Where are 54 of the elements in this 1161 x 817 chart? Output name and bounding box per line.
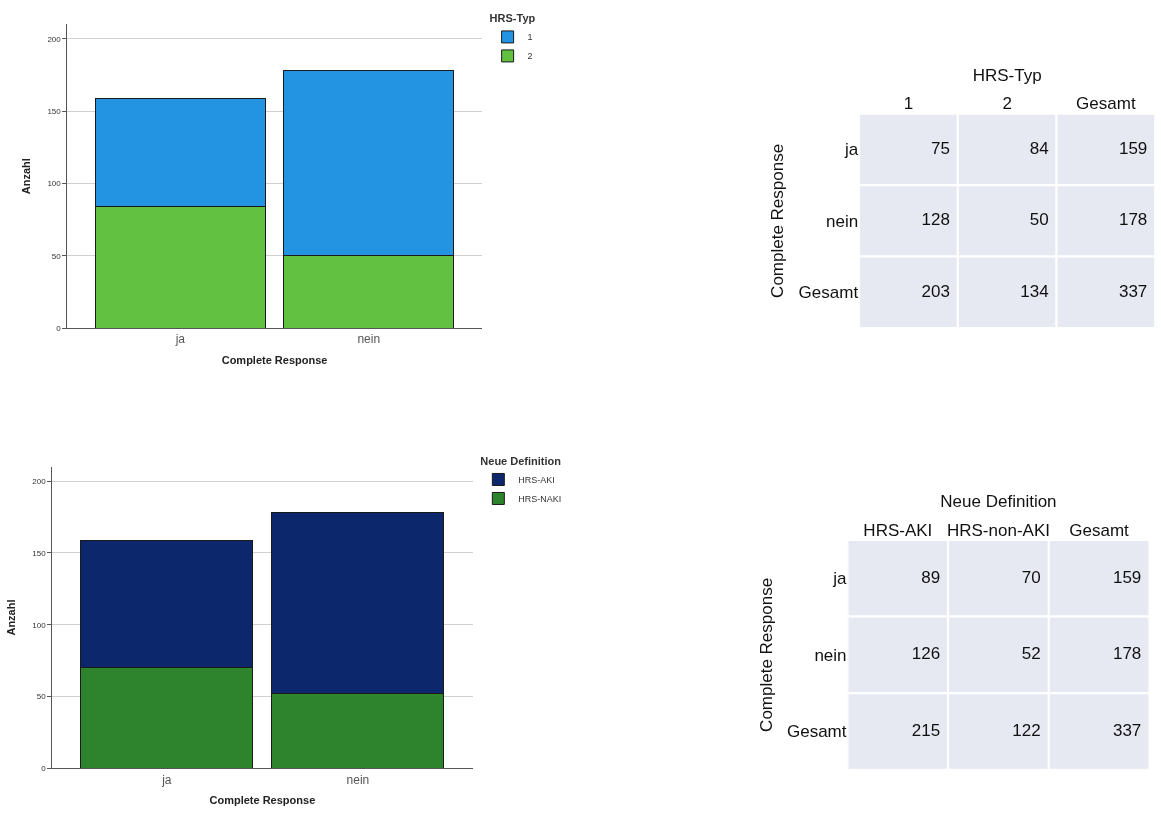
y-tick-label: 0 bbox=[41, 763, 47, 773]
y-axis-title: Anzahl bbox=[4, 599, 17, 636]
y-tick-label: nein bbox=[814, 645, 847, 665]
y-tick-label: 150 bbox=[32, 548, 47, 558]
y-tick-label: 100 bbox=[32, 620, 47, 630]
y-axis-title: Complete Response bbox=[756, 577, 776, 732]
legend-label: HRS-AKI bbox=[518, 474, 555, 485]
data-label: 50 bbox=[1029, 210, 1049, 230]
data-label: 70 bbox=[1021, 567, 1041, 587]
data-label: 159 bbox=[1112, 567, 1142, 587]
legend-label: 1 bbox=[527, 32, 533, 43]
legend-title: Neue Definition bbox=[480, 454, 562, 467]
legend-label: HRS-NAKI bbox=[518, 493, 562, 504]
data-label: 126 bbox=[911, 644, 941, 664]
x-axis-title: Neue Definition bbox=[940, 492, 1057, 512]
x-tick-label: Gesamt bbox=[1069, 520, 1130, 540]
data-label: 337 bbox=[1112, 720, 1142, 740]
x-tick-label: Gesamt bbox=[1076, 94, 1136, 114]
y-tick-label: Gesamt bbox=[798, 283, 859, 303]
x-tick-label: 2 bbox=[1002, 94, 1012, 114]
y-tick-label: 200 bbox=[47, 34, 62, 44]
y-tick-label: 0 bbox=[56, 323, 62, 333]
x-axis-title: Complete Response bbox=[209, 793, 316, 806]
legend-title: HRS-Typ bbox=[489, 12, 536, 25]
data-label: 215 bbox=[911, 720, 941, 740]
legend-label: 2 bbox=[527, 51, 533, 62]
y-axis-title: Complete Response bbox=[768, 143, 788, 298]
y-tick-label: 100 bbox=[47, 179, 62, 189]
y-tick-label: nein bbox=[826, 211, 859, 231]
data-label: 337 bbox=[1118, 281, 1148, 301]
data-label: 159 bbox=[1118, 138, 1148, 158]
x-axis-title: HRS-Typ bbox=[972, 65, 1042, 85]
y-tick-label: ja bbox=[832, 569, 848, 589]
data-label: 203 bbox=[921, 281, 950, 301]
data-label: 178 bbox=[1118, 210, 1148, 230]
y-tick-label: Gesamt bbox=[787, 722, 847, 742]
data-label: 75 bbox=[931, 138, 950, 158]
data-label: 178 bbox=[1112, 644, 1142, 664]
data-label: 52 bbox=[1021, 644, 1041, 664]
y-tick-label: 50 bbox=[36, 692, 47, 702]
y-axis-title: Anzahl bbox=[20, 158, 33, 195]
data-label: 134 bbox=[1020, 281, 1049, 301]
y-tick-label: 150 bbox=[47, 106, 62, 116]
y-tick-label: 50 bbox=[51, 251, 62, 261]
x-tick-label: 1 bbox=[903, 94, 914, 114]
data-label: 128 bbox=[921, 210, 950, 230]
data-label: 122 bbox=[1012, 720, 1041, 740]
x-axis-title: Complete Response bbox=[221, 353, 328, 366]
y-tick-label: 200 bbox=[32, 477, 47, 487]
x-tick-label: HRS-AKI bbox=[863, 520, 933, 540]
y-tick-label: ja bbox=[843, 140, 859, 160]
data-label: 89 bbox=[921, 567, 941, 587]
x-tick-label: HRS-non-AKI bbox=[946, 520, 1050, 540]
data-label: 84 bbox=[1029, 138, 1049, 158]
